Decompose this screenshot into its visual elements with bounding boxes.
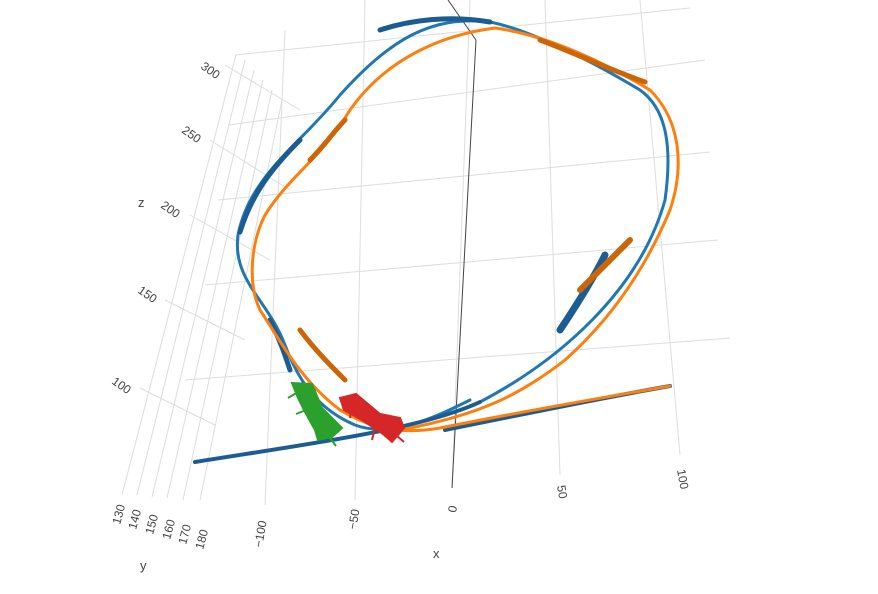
aircraft-marker-green-fins	[287, 391, 337, 447]
ribbon-series-1-segment	[193, 19, 670, 464]
grid-line-z-leader	[164, 299, 246, 341]
ribbon-series-1-segment	[267, 317, 293, 373]
z-axis-ticks: 300 250 200 150 100 z	[109, 59, 223, 397]
y-tick-label: 140	[125, 507, 144, 530]
y-axis-title: y	[140, 558, 147, 573]
ribbon-series-1-segment	[193, 400, 482, 464]
ribbon-series-2-segment	[577, 237, 633, 293]
x-axis-title: x	[433, 546, 440, 561]
z-tick-label: 300	[198, 59, 223, 82]
grid-line-y	[182, 89, 273, 501]
grid-line-z-leader	[139, 387, 216, 426]
grid-line-x	[264, 29, 286, 506]
ribbon-series-1-segment	[237, 137, 303, 235]
aircraft-marker-red	[338, 392, 406, 444]
y-tick-label: 130	[109, 502, 128, 525]
grid-line-z	[204, 239, 719, 286]
grid-line-z-leader	[209, 139, 291, 191]
y-tick-label: 150	[142, 512, 161, 535]
y-tick-label: 180	[192, 527, 211, 550]
grid-line-y	[121, 54, 237, 496]
aircraft-marker-red-fins	[349, 403, 405, 443]
x-tick-label: −50	[345, 508, 362, 531]
x-tick-label: 100	[674, 468, 691, 490]
grid-line-z-leader	[189, 214, 271, 261]
y-axis-ticks: 130 140 150 160 170 180 y	[109, 502, 211, 573]
ribbon-series-2-segment	[537, 37, 648, 85]
grid-line-z	[234, 7, 691, 56]
y-tick-label: 160	[159, 517, 178, 540]
grid-line-y	[199, 99, 283, 501]
x-tick-label: −100	[251, 519, 270, 548]
ribbon-series-1-segment	[377, 16, 493, 33]
z-tick-label: 150	[135, 283, 160, 306]
grid-line-z-leader	[224, 64, 301, 111]
x-tick-label: 50	[554, 484, 570, 500]
z-tick-label: 200	[158, 198, 183, 221]
grid-line-x	[639, 0, 681, 456]
x-axis-ticks: −100 −50 0 50 100 x	[251, 468, 691, 561]
grid-line-y	[151, 69, 255, 498]
aircraft-markers	[287, 381, 406, 447]
aircraft-marker-green-body	[290, 381, 344, 442]
grid-line-y	[166, 79, 264, 499]
y-tick-label: 170	[175, 522, 194, 545]
ribbon-series-group	[193, 16, 680, 464]
ribbon-series-2-segment	[307, 117, 348, 163]
grid-line-x	[544, 0, 561, 476]
x-tick-label: 0	[445, 504, 460, 513]
grid-line-z	[184, 337, 731, 381]
ribbon-series-2-segment	[297, 327, 348, 383]
aircraft-marker-red-body	[338, 392, 406, 444]
z-tick-label: 250	[179, 123, 204, 146]
z-axis-title: z	[138, 195, 145, 210]
ribbon-series-1-segment	[556, 251, 609, 334]
z-tick-label: 100	[109, 374, 134, 397]
aircraft-marker-green	[287, 381, 344, 447]
grid-line-y	[136, 59, 246, 496]
